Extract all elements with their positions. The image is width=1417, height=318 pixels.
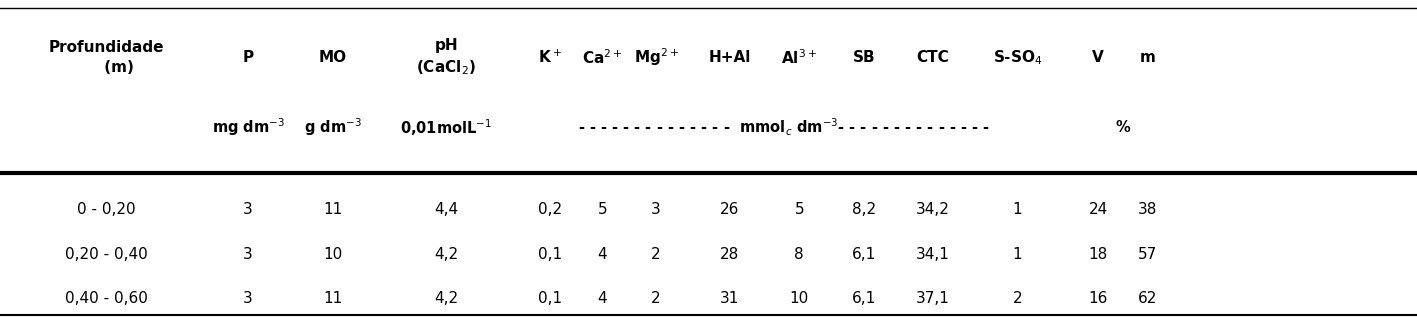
- Text: 3: 3: [652, 202, 660, 218]
- Text: 3: 3: [244, 202, 252, 218]
- Text: 5: 5: [795, 202, 803, 218]
- Text: 0,1: 0,1: [537, 291, 563, 307]
- Text: m: m: [1139, 50, 1156, 65]
- Text: 0,2: 0,2: [537, 202, 563, 218]
- Text: 2: 2: [652, 291, 660, 307]
- Text: 6,1: 6,1: [852, 247, 877, 262]
- Text: 4: 4: [598, 291, 606, 307]
- Text: P: P: [242, 50, 254, 65]
- Text: H+Al: H+Al: [708, 50, 751, 65]
- Text: MO: MO: [319, 50, 347, 65]
- Text: 18: 18: [1088, 247, 1108, 262]
- Text: 3: 3: [244, 291, 252, 307]
- Text: 37,1: 37,1: [915, 291, 949, 307]
- Text: 2: 2: [1013, 291, 1022, 307]
- Text: Profundidade
     (m): Profundidade (m): [48, 40, 164, 75]
- Text: 0,40 - 0,60: 0,40 - 0,60: [65, 291, 147, 307]
- Text: 5: 5: [598, 202, 606, 218]
- Text: V: V: [1093, 50, 1104, 65]
- Text: 4,2: 4,2: [434, 247, 459, 262]
- Text: 1: 1: [1013, 247, 1022, 262]
- Text: 0,01molL$^{-1}$: 0,01molL$^{-1}$: [401, 117, 492, 138]
- Text: 3: 3: [244, 247, 252, 262]
- Text: 4: 4: [598, 247, 606, 262]
- Text: 34,2: 34,2: [915, 202, 949, 218]
- Text: S-SO$_4$: S-SO$_4$: [993, 48, 1041, 66]
- Text: pH
(CaCl$_2$): pH (CaCl$_2$): [417, 38, 476, 77]
- Text: Al$^{3+}$: Al$^{3+}$: [781, 48, 818, 66]
- Text: 1: 1: [1013, 202, 1022, 218]
- Text: Ca$^{2+}$: Ca$^{2+}$: [582, 48, 622, 66]
- Text: K$^+$: K$^+$: [538, 49, 561, 66]
- Text: 34,1: 34,1: [915, 247, 949, 262]
- Text: 2: 2: [652, 247, 660, 262]
- Text: 62: 62: [1138, 291, 1158, 307]
- Text: 57: 57: [1138, 247, 1158, 262]
- Text: 8: 8: [795, 247, 803, 262]
- Text: 8,2: 8,2: [852, 202, 877, 218]
- Text: 6,1: 6,1: [852, 291, 877, 307]
- Text: 24: 24: [1088, 202, 1108, 218]
- Text: 11: 11: [323, 202, 343, 218]
- Text: 11: 11: [323, 291, 343, 307]
- Text: SB: SB: [853, 50, 876, 65]
- Text: - - - - - - - - - - - - - -  mmol$_c$ dm$^{-3}$- - - - - - - - - - - - - -: - - - - - - - - - - - - - - mmol$_c$ dm$…: [578, 116, 989, 138]
- Text: 26: 26: [720, 202, 740, 218]
- Text: %: %: [1115, 120, 1131, 135]
- Text: 31: 31: [720, 291, 740, 307]
- Text: 0,20 - 0,40: 0,20 - 0,40: [65, 247, 147, 262]
- Text: 28: 28: [720, 247, 740, 262]
- Text: CTC: CTC: [915, 50, 949, 65]
- Text: Mg$^{2+}$: Mg$^{2+}$: [633, 46, 679, 68]
- Text: mg dm$^{-3}$: mg dm$^{-3}$: [211, 116, 285, 138]
- Text: 4,4: 4,4: [434, 202, 459, 218]
- Text: 0,1: 0,1: [537, 247, 563, 262]
- Text: 4,2: 4,2: [434, 291, 459, 307]
- Text: 38: 38: [1138, 202, 1158, 218]
- Text: 16: 16: [1088, 291, 1108, 307]
- Text: g dm$^{-3}$: g dm$^{-3}$: [305, 116, 361, 138]
- Text: 10: 10: [323, 247, 343, 262]
- Text: 0 - 0,20: 0 - 0,20: [77, 202, 136, 218]
- Text: 10: 10: [789, 291, 809, 307]
